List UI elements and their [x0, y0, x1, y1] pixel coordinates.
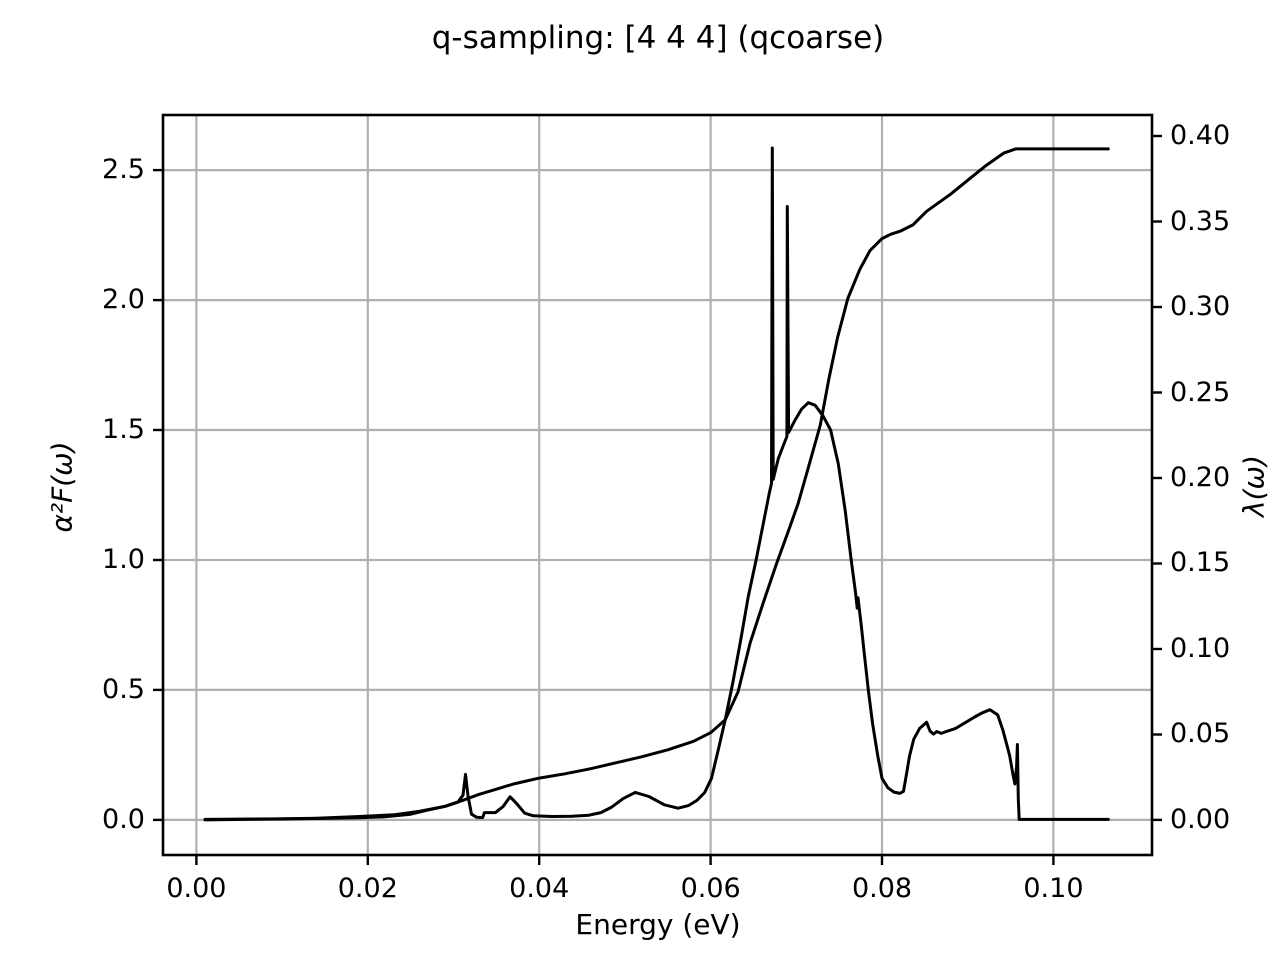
y-left-tick-label: 0.0 — [102, 803, 145, 835]
curve-alpha2F-spectral-function — [203, 146, 1110, 821]
y-right-tick-label: 0.05 — [1170, 718, 1231, 750]
y-right-tick-label: 0.35 — [1170, 205, 1231, 237]
x-tick-label: 0.06 — [680, 873, 741, 904]
x-axis-label: Energy (eV) — [575, 908, 741, 941]
x-tick-label: 0.04 — [509, 873, 570, 904]
y-right-tick-label: 0.40 — [1170, 119, 1231, 151]
plot-border — [161, 113, 1154, 857]
y-axis-label-right: λ(ω) — [1237, 455, 1271, 517]
x-tick-label: 0.00 — [166, 873, 227, 904]
y-right-tick-label: 0.10 — [1170, 632, 1231, 664]
y-right-tick-label: 0.15 — [1170, 547, 1231, 579]
y-left-tick-label: 1.5 — [102, 413, 145, 445]
y-left-tick-label: 1.0 — [102, 543, 145, 575]
y-right-tick-label: 0.00 — [1170, 803, 1231, 835]
x-tick-label: 0.08 — [851, 873, 913, 904]
y-left-tick-label: 0.5 — [102, 673, 145, 705]
y-right-tick-label: 0.30 — [1170, 290, 1231, 322]
chart-title: q-sampling: [4 4 4] (qcoarse) — [431, 20, 885, 56]
y-left-tick-label: 2.5 — [102, 153, 145, 185]
curve-lambda-integrated-coupling — [203, 147, 1110, 822]
x-tick-label: 0.02 — [337, 873, 398, 904]
y-left-tick-label: 2.0 — [102, 283, 145, 315]
x-tick-label: 0.10 — [1023, 873, 1084, 904]
y-right-tick-label: 0.25 — [1170, 376, 1231, 408]
y-axis-label-left: α²F(ω) — [45, 441, 79, 533]
y-right-tick-label: 0.20 — [1170, 461, 1231, 493]
